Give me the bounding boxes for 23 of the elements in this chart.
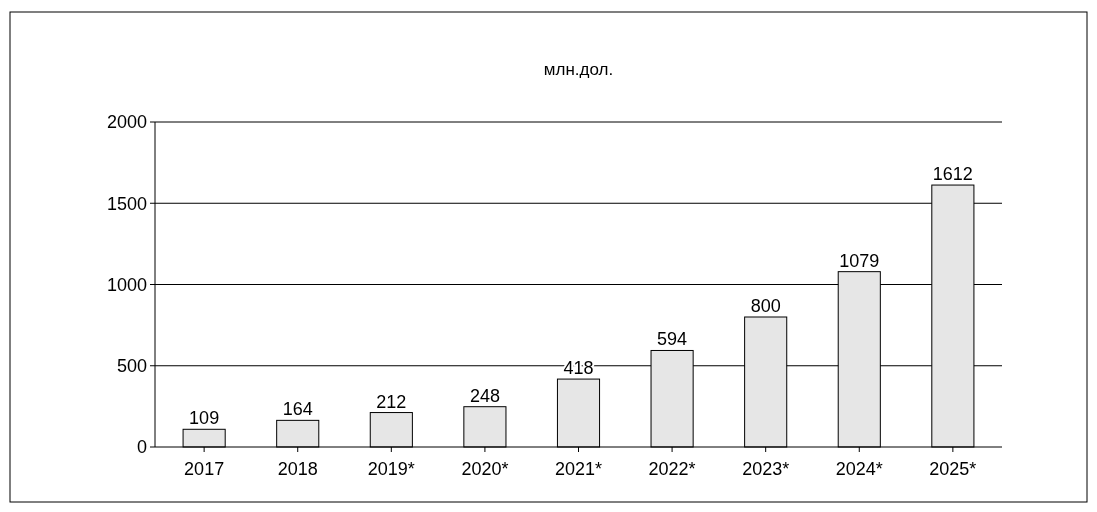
- x-tick-label: 2024*: [835, 459, 883, 479]
- x-tick-label: 2020*: [461, 459, 509, 479]
- x-tick-label: 2023*: [742, 459, 790, 479]
- y-tick-label: 2000: [106, 112, 147, 133]
- data-label: 1079: [839, 250, 880, 271]
- y-tick-label: 500: [116, 356, 147, 377]
- data-label: 164: [282, 399, 313, 420]
- x-tick-label: 2025*: [929, 459, 977, 479]
- data-label: 1612: [932, 164, 973, 185]
- data-label: 800: [750, 296, 781, 316]
- x-tick-label: 2021*: [554, 459, 603, 479]
- data-label: 212: [376, 391, 407, 412]
- y-tick-label: 1000: [106, 274, 147, 295]
- chart-title: млн.дол.: [543, 60, 614, 79]
- data-label: 109: [189, 408, 220, 429]
- data-label: 594: [657, 329, 688, 350]
- y-tick-label: 0: [136, 437, 147, 458]
- x-tick-label: 2019*: [367, 459, 415, 479]
- x-tick-label: 2017: [184, 459, 225, 479]
- x-tick-label: 2018: [277, 459, 318, 479]
- y-tick-label: 1500: [106, 193, 147, 214]
- data-label: 248: [469, 385, 500, 406]
- x-tick-label: 2022*: [648, 459, 696, 479]
